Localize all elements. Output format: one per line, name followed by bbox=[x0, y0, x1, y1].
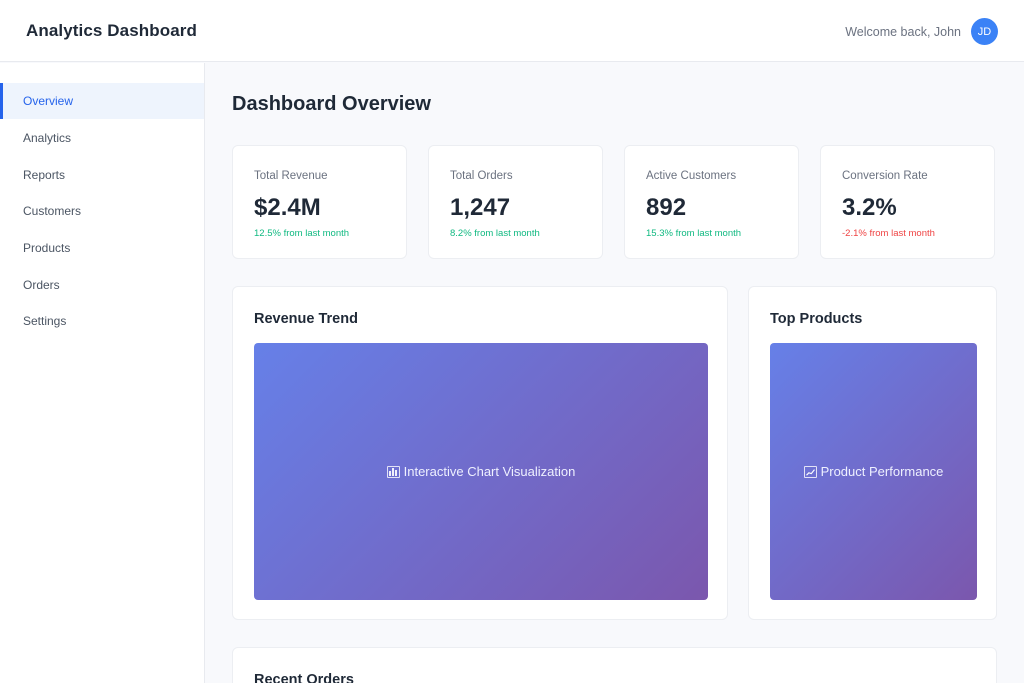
sidebar-item-analytics[interactable]: Analytics bbox=[23, 131, 72, 145]
stat-change: 8.2% from last month bbox=[450, 228, 540, 239]
sidebar-item-orders[interactable]: Orders bbox=[23, 278, 60, 292]
sidebar-item-overview[interactable]: Overview bbox=[0, 83, 204, 119]
revenue-chart-placeholder[interactable]: Interactive Chart Visualization bbox=[254, 343, 708, 600]
stat-change: 15.3% from last month bbox=[646, 228, 742, 239]
sidebar-item-reports[interactable]: Reports bbox=[23, 168, 66, 182]
stat-value: 1,247 bbox=[450, 194, 511, 221]
line-chart-icon bbox=[803, 465, 817, 478]
revenue-trend-panel: Revenue Trend Interactive Chart Visualiz… bbox=[232, 286, 728, 620]
sidebar: Overview Analytics Reports Customers Pro… bbox=[0, 63, 205, 683]
panel-title: Revenue Trend bbox=[254, 311, 358, 327]
stat-value: $2.4M bbox=[254, 194, 321, 221]
stat-card-orders: Total Orders 1,247 8.2% from last month bbox=[428, 145, 603, 259]
welcome-message: Welcome back, John bbox=[845, 25, 961, 39]
products-chart-placeholder[interactable]: Product Performance bbox=[770, 343, 977, 600]
stat-value: 892 bbox=[646, 194, 687, 221]
page-title: Dashboard Overview bbox=[232, 93, 431, 115]
panel-title: Top Products bbox=[770, 311, 863, 327]
stat-value: 3.2% bbox=[842, 194, 897, 221]
sidebar-item-settings[interactable]: Settings bbox=[23, 314, 67, 328]
app-title: Analytics Dashboard bbox=[26, 21, 198, 40]
recent-orders-panel: Recent Orders bbox=[232, 647, 997, 683]
main-content: Dashboard Overview Total Revenue $2.4M 1… bbox=[205, 63, 1024, 683]
stat-label: Conversion Rate bbox=[842, 170, 928, 182]
panel-title: Recent Orders bbox=[254, 672, 354, 683]
stat-card-conversion: Conversion Rate 3.2% -2.1% from last mon… bbox=[820, 145, 995, 259]
stat-label: Total Orders bbox=[450, 170, 513, 182]
chart-placeholder-text: Product Performance bbox=[820, 464, 944, 479]
stat-label: Active Customers bbox=[646, 170, 737, 182]
bar-chart-icon bbox=[386, 465, 400, 478]
user-avatar[interactable]: JD bbox=[971, 18, 998, 45]
stat-card-customers: Active Customers 892 15.3% from last mon… bbox=[624, 145, 799, 259]
stat-card-revenue: Total Revenue $2.4M 12.5% from last mont… bbox=[232, 145, 407, 259]
chart-placeholder-text: Interactive Chart Visualization bbox=[403, 464, 576, 479]
stat-change: -2.1% from last month bbox=[842, 228, 935, 239]
top-header: Analytics Dashboard Welcome back, John J… bbox=[0, 0, 1024, 62]
sidebar-item-customers[interactable]: Customers bbox=[23, 204, 82, 218]
top-products-panel: Top Products Product Performance bbox=[748, 286, 997, 620]
sidebar-item-products[interactable]: Products bbox=[23, 241, 71, 255]
stat-label: Total Revenue bbox=[254, 170, 328, 182]
stat-change: 12.5% from last month bbox=[254, 228, 350, 239]
